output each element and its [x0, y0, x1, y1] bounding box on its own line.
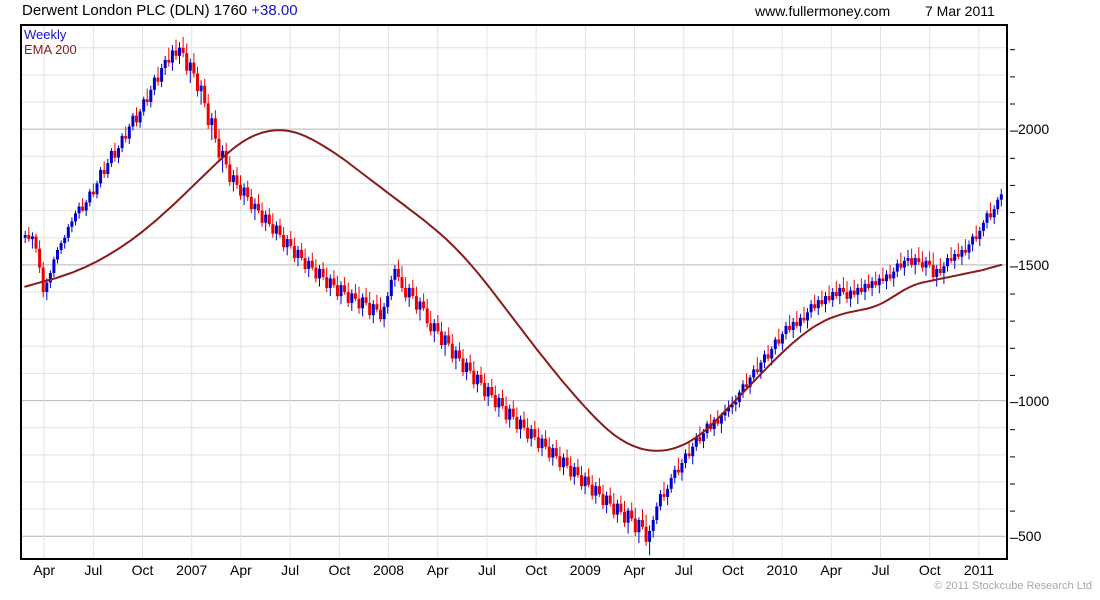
x-axis-label: Oct [722, 562, 744, 578]
x-axis-label: Oct [525, 562, 548, 578]
x-axis-label: Jul [674, 562, 693, 578]
x-axis-label: 2009 [569, 562, 601, 578]
x-axis-label: Apr [230, 562, 252, 578]
instrument-title: Derwent London PLC (DLN) 1760 +38.00 [22, 2, 298, 19]
chart-legend: Weekly EMA 200 [24, 27, 77, 57]
y-axis-label: 1500 [1018, 256, 1050, 273]
x-axis-label: Apr [33, 562, 56, 578]
x-axis-label: Apr [426, 562, 449, 578]
x-axis-label: Jul [281, 562, 300, 578]
x-axis-label: Apr [820, 562, 843, 578]
x-axis-label: Jul [871, 562, 890, 578]
x-axis-label: 2010 [766, 562, 798, 578]
as-of-date: 7 Mar 2011 [925, 3, 995, 19]
x-axis-label: Apr [623, 562, 646, 578]
x-axis-label: Oct [918, 562, 941, 578]
legend-item-weekly: Weekly [24, 27, 67, 42]
x-axis-label: Jul [84, 562, 103, 578]
y-axis-label: 2000 [1018, 121, 1050, 138]
source-website: www.fullermoney.com [755, 3, 891, 19]
y-axis-label: 1000 [1018, 392, 1050, 409]
x-axis-label: 2011 [963, 562, 994, 578]
chart-header: Derwent London PLC (DLN) 1760 +38.00 www… [0, 0, 1100, 24]
x-axis: Apr Jul Oct 2007 Apr Jul Oct 2008 Apr Jul Oct 2009 A… [0, 562, 1100, 586]
price-change: +38.00 [251, 2, 298, 19]
y-axis-label: 500 [1018, 528, 1042, 545]
legend-item-ema200: EMA 200 [24, 42, 77, 57]
instrument-name-and-price: Derwent London PLC (DLN) 1760 [22, 2, 248, 19]
x-axis-label: 2007 [176, 562, 208, 578]
candlestick-canvas [22, 26, 1006, 558]
copyright-notice: © 2011 Stockcube Research Ltd [934, 580, 1092, 592]
y-axis: 500 1000 1500 2000 [1010, 24, 1100, 560]
x-axis-label: Oct [131, 562, 154, 578]
price-chart-plot[interactable] [20, 24, 1008, 560]
x-axis-label: 2008 [372, 562, 405, 578]
x-axis-label: Oct [328, 562, 351, 578]
x-axis-label: Jul [477, 562, 496, 578]
